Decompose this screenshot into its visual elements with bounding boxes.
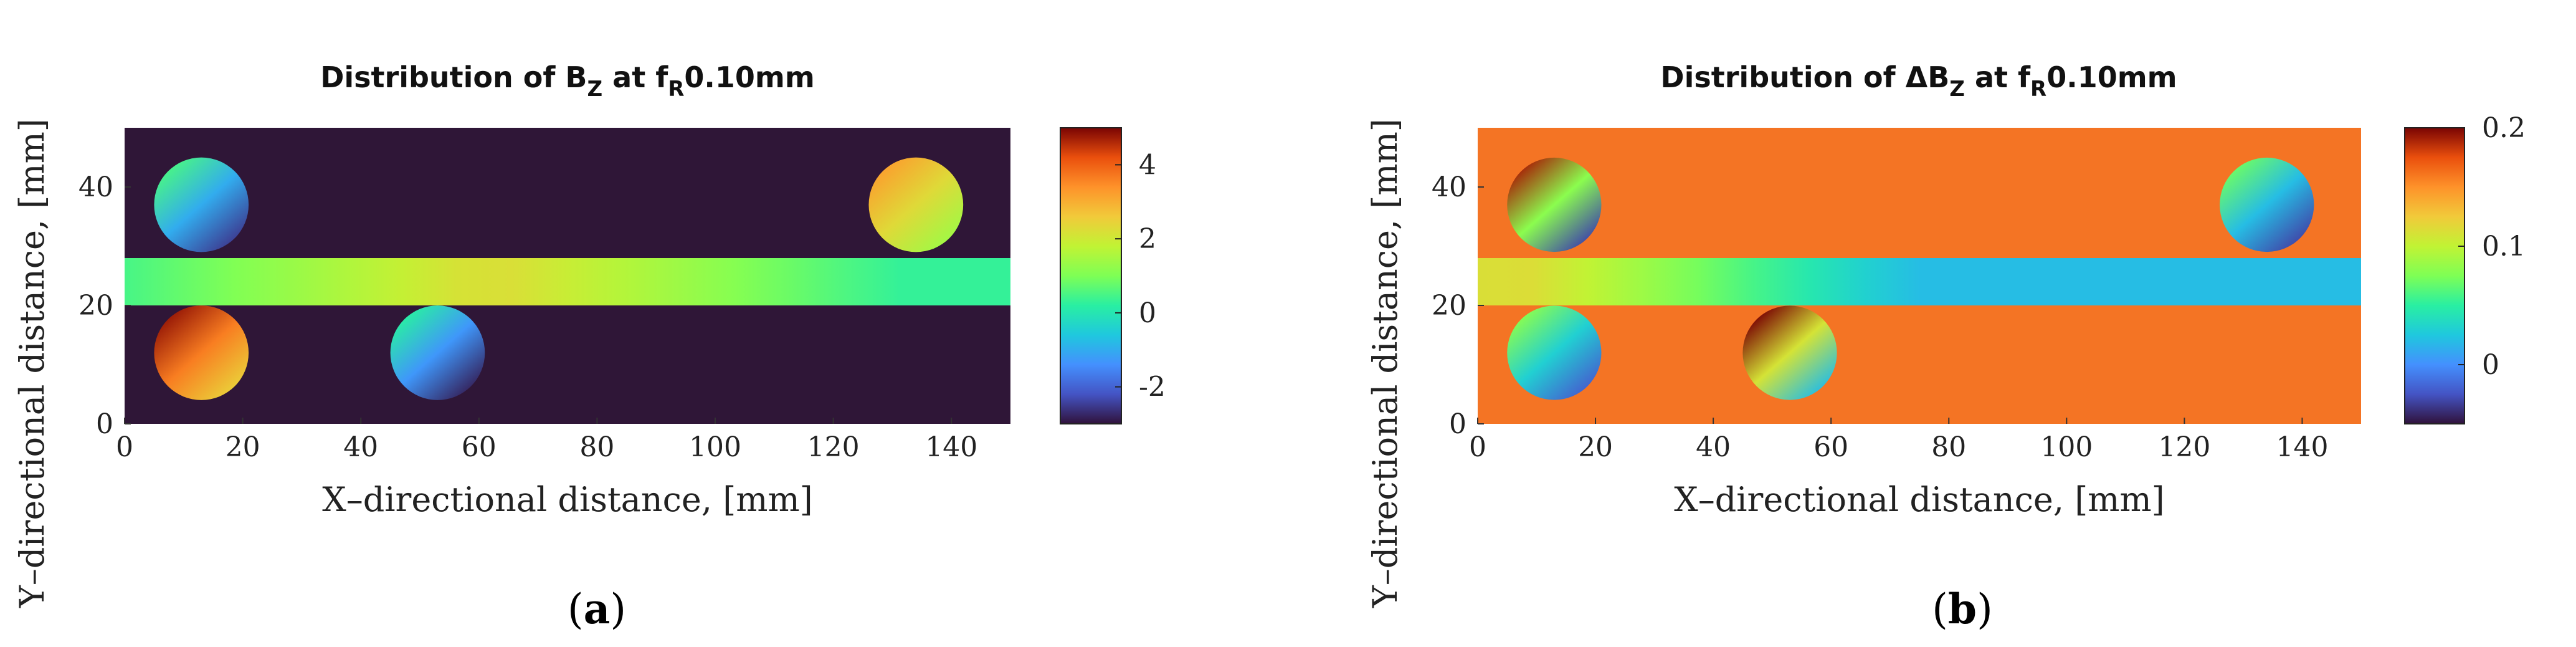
colorbar-tick-label: 0 xyxy=(2482,349,2499,381)
colorbar-tick-label: 0.1 xyxy=(2482,231,2526,262)
y-tick-label: 0 xyxy=(96,408,113,440)
colorbar-tick-label: 4 xyxy=(1139,149,1156,181)
x-tick-label: 40 xyxy=(1696,431,1731,463)
chart-title: Distribution of BZ at fR0.10mm xyxy=(320,60,815,102)
y-tick-label: 20 xyxy=(1432,290,1466,322)
field-circle xyxy=(154,305,249,400)
field-circle xyxy=(154,157,249,252)
chart-title: Distribution of ΔBZ at fR0.10mm xyxy=(1660,60,2177,102)
field-circle xyxy=(1507,157,1602,252)
x-tick-label: 0 xyxy=(1469,431,1486,463)
field-circle xyxy=(1742,305,1837,400)
x-tick-label: 120 xyxy=(2158,431,2210,463)
y-tick-label: 40 xyxy=(1432,171,1466,203)
colorbar xyxy=(1060,127,1122,424)
panel-caption: (b) xyxy=(1932,585,1993,633)
field-circle xyxy=(1507,305,1602,400)
colorbar xyxy=(2404,127,2465,424)
colorbar-tick-label: 2 xyxy=(1139,223,1156,255)
y-tick-label: 0 xyxy=(1449,408,1466,440)
x-tick-label: 20 xyxy=(1578,431,1613,463)
y-tick-label: 40 xyxy=(78,171,113,203)
x-tick-label: 120 xyxy=(807,431,860,463)
panel-b: 0 20 40 60 80 100 120 140 0 20 40 X–directional dis… xyxy=(1366,60,2526,633)
colorbar-tick-label: 0 xyxy=(1139,297,1156,329)
y-tick-label: 20 xyxy=(78,290,113,322)
x-tick-label: 140 xyxy=(2276,431,2328,463)
field-circle xyxy=(2220,157,2314,252)
x-tick-label: 40 xyxy=(343,431,378,463)
field-strip xyxy=(1478,258,2361,305)
y-axis-label: Y–directional distance, [mm] xyxy=(1366,118,1405,608)
x-tick-label: 100 xyxy=(689,431,741,463)
y-axis-label: Y–directional distance, [mm] xyxy=(12,118,52,608)
x-axis-label: X–directional distance, [mm] xyxy=(322,480,812,519)
x-tick-label: 0 xyxy=(116,431,133,463)
x-tick-label: 20 xyxy=(226,431,260,463)
field-circle xyxy=(390,305,485,400)
x-tick-label: 60 xyxy=(1813,431,1848,463)
x-tick-label: 100 xyxy=(2040,431,2093,463)
x-axis-label: X–directional distance, [mm] xyxy=(1674,480,2164,519)
x-tick-label: 80 xyxy=(579,431,614,463)
x-tick-label: 140 xyxy=(925,431,977,463)
x-tick-label: 60 xyxy=(462,431,497,463)
panel-caption: (a) xyxy=(568,585,626,633)
colorbar-tick-label: -2 xyxy=(1139,371,1166,403)
colorbar-tick-label: 0.2 xyxy=(2482,112,2526,144)
field-circle xyxy=(868,157,964,252)
x-tick-label: 80 xyxy=(1931,431,1966,463)
field-strip xyxy=(125,258,1010,305)
